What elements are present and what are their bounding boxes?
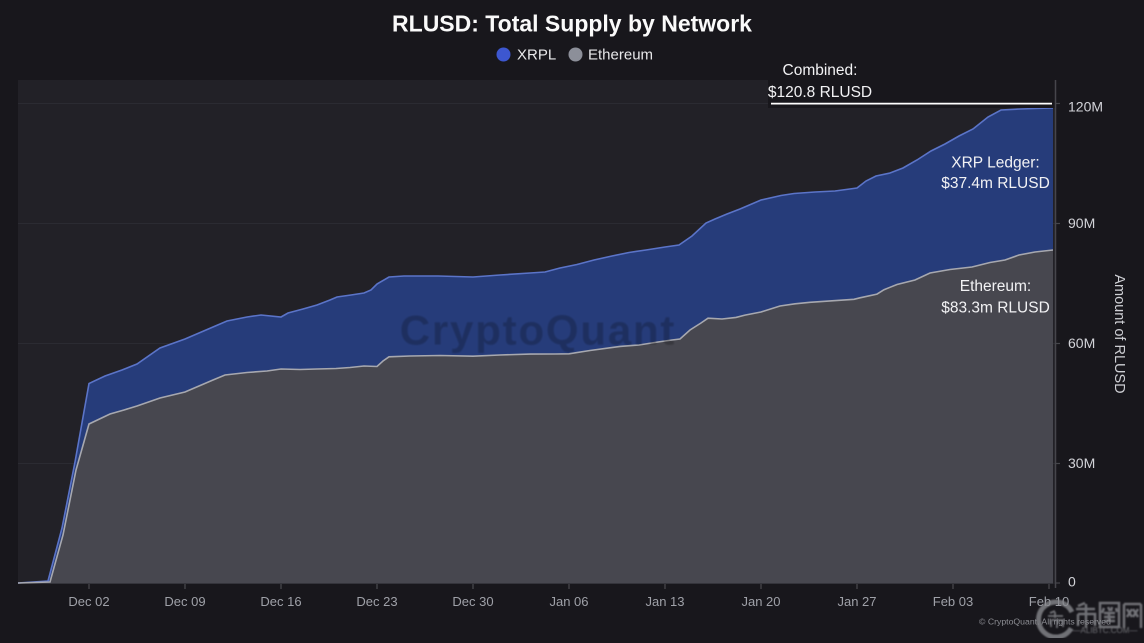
svg-text:XRPL: XRPL bbox=[517, 47, 556, 64]
svg-text:Jan 06: Jan 06 bbox=[549, 594, 588, 609]
svg-text:Dec 02: Dec 02 bbox=[68, 594, 109, 609]
svg-text:0: 0 bbox=[1068, 574, 1076, 590]
svg-text:30M: 30M bbox=[1068, 455, 1095, 471]
svg-text:XRP Ledger:: XRP Ledger: bbox=[951, 155, 1039, 172]
svg-text:CryptoQuant: CryptoQuant bbox=[400, 307, 676, 354]
svg-text:Feb 03: Feb 03 bbox=[933, 594, 973, 609]
svg-text:$120.8 RLUSD: $120.8 RLUSD bbox=[768, 84, 872, 101]
svg-text:Dec 23: Dec 23 bbox=[356, 594, 397, 609]
svg-text:60M: 60M bbox=[1068, 335, 1095, 351]
svg-text:RLUSD: Total Supply by Network: RLUSD: Total Supply by Network bbox=[392, 11, 752, 37]
svg-text:© CryptoQuant. All rights rese: © CryptoQuant. All rights reserved bbox=[979, 617, 1111, 627]
svg-text:Amount of RLUSD: Amount of RLUSD bbox=[1111, 274, 1127, 393]
svg-text:Jan 13: Jan 13 bbox=[645, 594, 684, 609]
svg-text:—ALIBTC.COM—: —ALIBTC.COM— bbox=[1073, 626, 1138, 635]
svg-text:Dec 16: Dec 16 bbox=[260, 594, 301, 609]
svg-text:120M: 120M bbox=[1068, 99, 1103, 115]
svg-text:$83.3m RLUSD: $83.3m RLUSD bbox=[941, 300, 1050, 317]
svg-text:Dec 30: Dec 30 bbox=[452, 594, 493, 609]
svg-text:Ethereum: Ethereum bbox=[588, 47, 653, 64]
svg-text:$37.4m RLUSD: $37.4m RLUSD bbox=[941, 175, 1050, 192]
svg-text:Jan 20: Jan 20 bbox=[741, 594, 780, 609]
svg-text:Combined:: Combined: bbox=[783, 62, 858, 79]
svg-text:Dec 09: Dec 09 bbox=[164, 594, 205, 609]
svg-text:Jan 27: Jan 27 bbox=[837, 594, 876, 609]
svg-text:90M: 90M bbox=[1068, 215, 1095, 231]
svg-text:Ethereum:: Ethereum: bbox=[960, 278, 1032, 295]
